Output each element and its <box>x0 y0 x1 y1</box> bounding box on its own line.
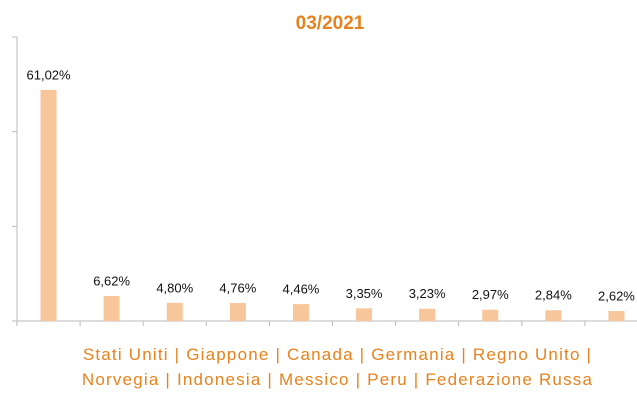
value-label: 4,80% <box>156 280 193 295</box>
chart-title: 03/2021 <box>296 13 365 34</box>
value-label: 3,35% <box>346 286 383 301</box>
value-label: 2,97% <box>472 287 509 302</box>
bar <box>229 302 246 321</box>
value-label: 2,62% <box>598 289 635 304</box>
value-label: 4,76% <box>219 280 256 295</box>
bar <box>482 309 499 321</box>
bar <box>356 308 373 321</box>
bar <box>166 302 183 321</box>
value-label: 6,62% <box>93 273 130 288</box>
value-label: 4,46% <box>283 282 320 297</box>
bar <box>419 308 436 321</box>
value-label: 3,23% <box>409 286 446 301</box>
bar <box>608 311 625 321</box>
x-axis-label: Stati Uniti | Giappone | Canada | German… <box>81 345 594 389</box>
value-label: 61,02% <box>27 67 72 82</box>
bar <box>40 89 57 322</box>
bar <box>103 295 120 321</box>
value-label: 2,84% <box>535 288 572 303</box>
chart: 03/2021 61,02% 6,62% 4,80% 4,76% 4,46% 3,35% 3… <box>12 13 637 326</box>
bar <box>292 304 309 321</box>
bar <box>545 310 562 321</box>
